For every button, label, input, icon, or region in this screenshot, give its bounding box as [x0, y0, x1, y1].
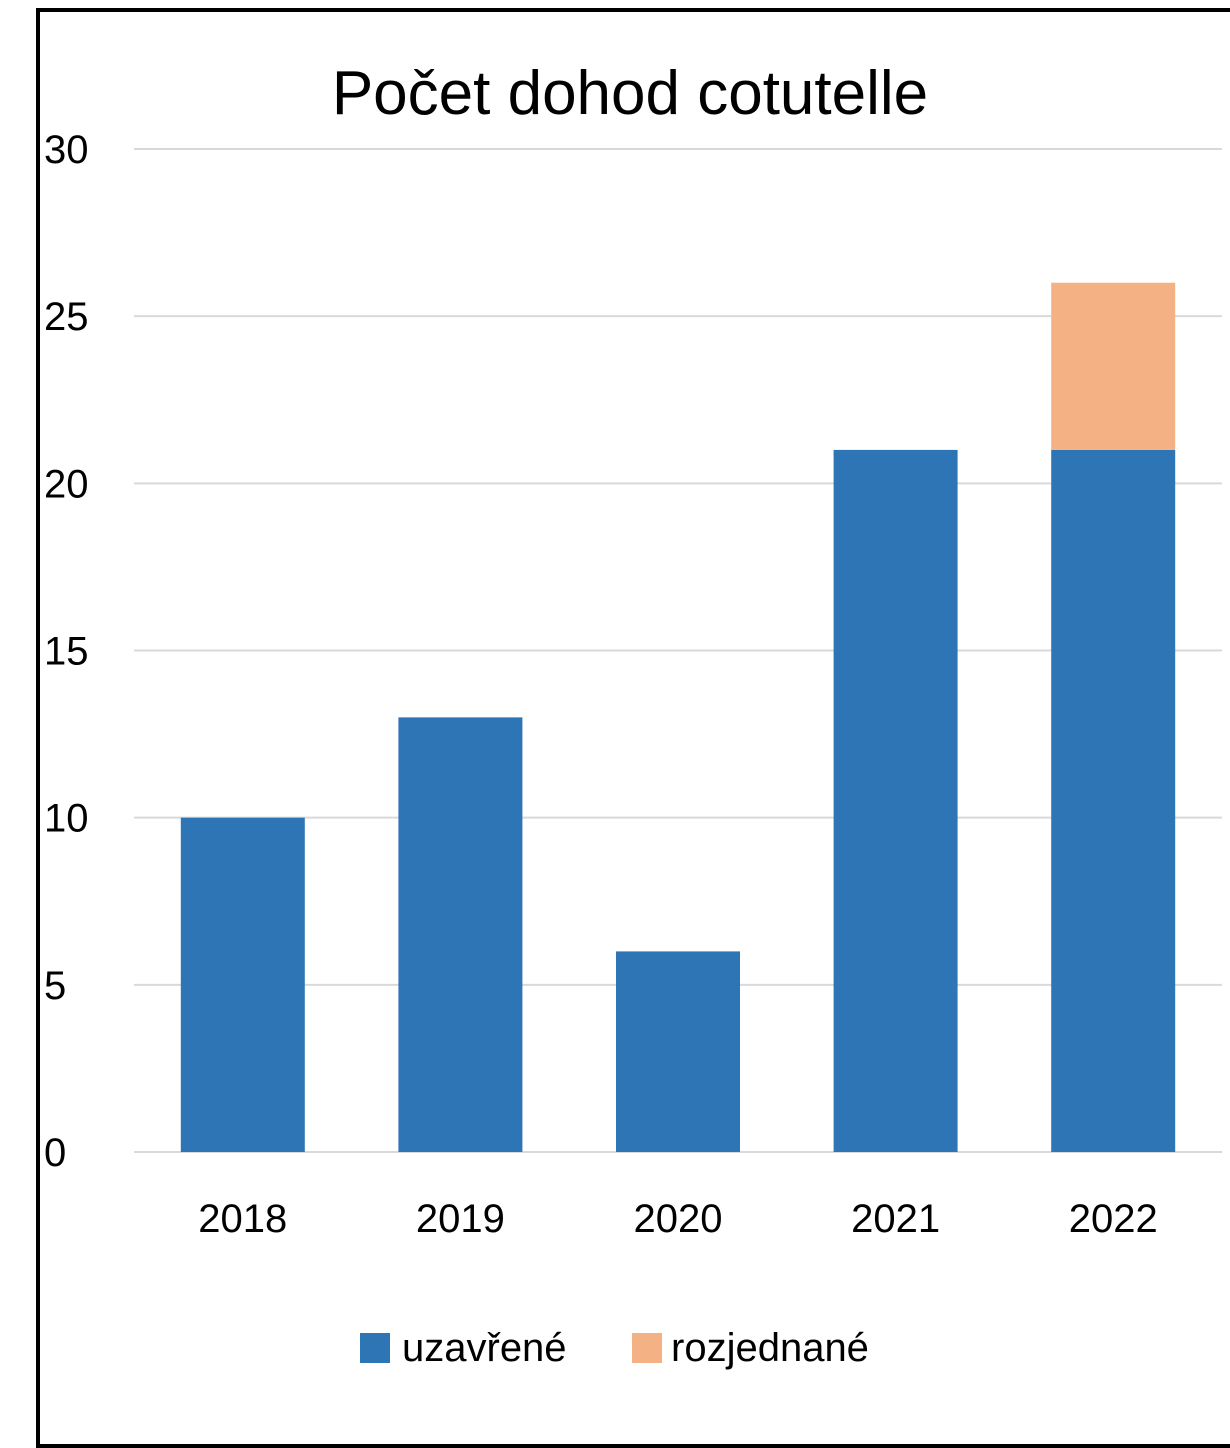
chart-title: Počet dohod cotutelle [332, 59, 928, 128]
bar-uzavrene-2022 [1051, 449, 1176, 1152]
x-axis-ticks: 2018 2019 2020 2021 2022 [198, 1197, 1157, 1241]
y-tick-label: 0 [44, 1131, 66, 1175]
legend-label: rozjednané [671, 1326, 869, 1370]
bar-rozjednane-2022 [1051, 282, 1176, 450]
y-tick-label: 10 [44, 797, 89, 841]
y-tick-label: 15 [44, 630, 89, 674]
x-tick-label: 2021 [851, 1197, 940, 1241]
x-tick-label: 2020 [634, 1197, 723, 1241]
x-tick-label: 2018 [198, 1197, 287, 1241]
legend-swatch [360, 1333, 390, 1363]
bar-uzavrene-2019 [398, 717, 523, 1152]
y-tick-label: 5 [44, 964, 66, 1008]
chart-frame [36, 8, 1230, 1448]
bars [180, 282, 1176, 1152]
y-tick-label: 30 [44, 128, 89, 172]
legend-label: uzavřené [402, 1326, 567, 1370]
bar-uzavrene-2018 [180, 817, 305, 1152]
bar-uzavrene-2020 [616, 951, 740, 1152]
x-tick-label: 2022 [1069, 1197, 1158, 1241]
legend: uzavřené rozjednané [360, 1326, 869, 1370]
legend-swatch [632, 1333, 662, 1363]
bar-uzavrene-2021 [833, 449, 958, 1152]
y-tick-label: 25 [44, 295, 89, 339]
y-axis-ticks: 0 5 10 15 20 25 30 [44, 128, 89, 1175]
x-tick-label: 2019 [416, 1197, 505, 1241]
y-tick-label: 20 [44, 462, 89, 506]
